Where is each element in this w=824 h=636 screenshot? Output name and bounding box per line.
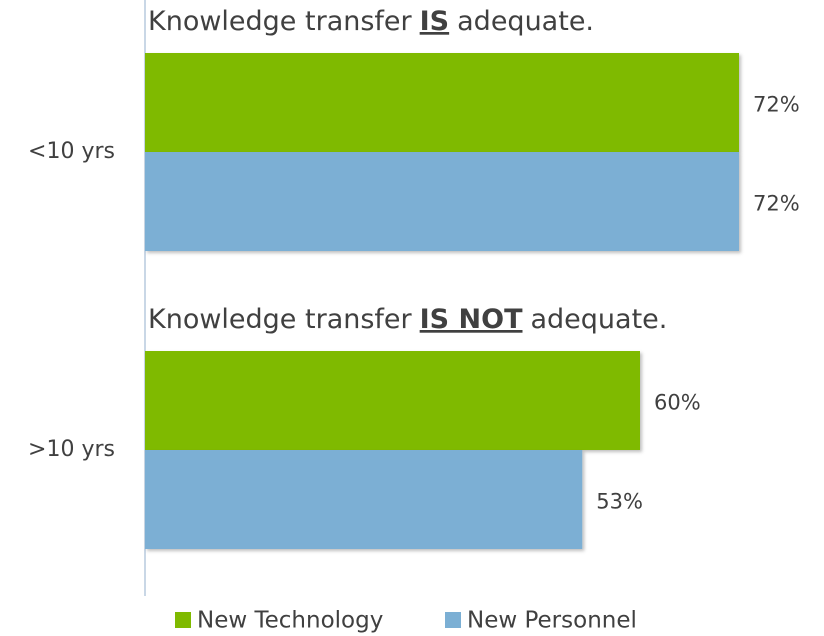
value-label: 60% [654,391,701,415]
annotation-text: Knowledge transfer [148,304,413,335]
annotation-text: Knowledge transfer [148,6,413,37]
bar [145,450,583,549]
annotation: Knowledge transfer IS adequate. [148,6,594,37]
annotation-text: adequate. [457,6,594,37]
value-label: 53% [596,490,643,514]
annotation: Knowledge transfer IS NOT adequate. [148,304,667,335]
bar [145,53,739,152]
annotation-text: adequate. [531,304,668,335]
legend-swatch [175,612,191,628]
legend-label: New Personnel [467,608,637,634]
category-label: >10 yrs [28,437,115,462]
legend-label: New Technology [197,608,383,634]
legend-swatch [445,612,461,628]
bar [145,152,739,251]
bar [145,351,640,450]
annotation-emphasis: IS NOT [420,304,523,335]
value-label: 72% [753,192,800,216]
value-label: 72% [753,93,800,117]
annotation-emphasis: IS [420,6,450,37]
category-label: <10 yrs [28,139,115,164]
